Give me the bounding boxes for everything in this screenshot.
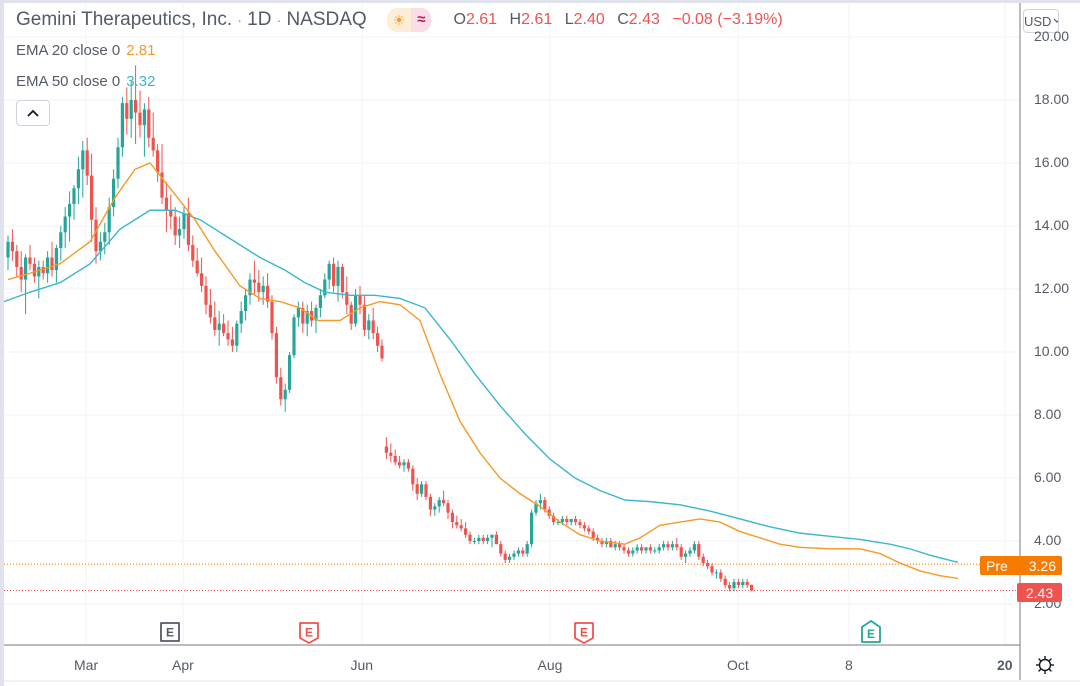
ema20-value: 2.81 [126, 42, 156, 59]
ema20-legend[interactable]: EMA 20 close 0 2.81 [16, 42, 155, 59]
top-border [0, 0, 1080, 3]
time-tick-label: Oct [727, 657, 749, 673]
time-tick-label: 20 [997, 657, 1013, 673]
symbol-legend: Gemini Therapeutics, Inc. · 1D · NASDAQ … [16, 8, 791, 32]
ohlc-values: O2.61 H2.61 L2.40 C2.43 −0.08 (−3.19%) [453, 11, 790, 29]
price-tick-label: 18.00 [1034, 91, 1070, 107]
earnings-icon[interactable]: E [573, 620, 595, 644]
time-tick-label: Apr [172, 657, 194, 673]
time-tick-label: Mar [74, 657, 99, 673]
earnings-icon[interactable]: E [298, 620, 320, 644]
svg-text:E: E [580, 626, 588, 640]
pre-value: 3.26 [1028, 557, 1056, 574]
exchange: NASDAQ [286, 9, 367, 30]
change-value: −0.08 (−3.19%) [672, 11, 783, 28]
chevron-up-icon [27, 109, 39, 117]
price-tick-label: 10.00 [1034, 343, 1070, 359]
interval[interactable]: 1D [247, 9, 272, 30]
currency-label: USD [1024, 13, 1052, 29]
session-badge[interactable]: ☀ ≈ [386, 8, 432, 32]
settings-icon[interactable] [1034, 654, 1056, 676]
left-border [0, 0, 4, 686]
chevron-down-icon [1054, 18, 1058, 23]
high-label: H [509, 11, 522, 28]
symbol-name[interactable]: Gemini Therapeutics, Inc. [16, 9, 233, 30]
close-label: C [617, 11, 629, 28]
svg-text:E: E [305, 626, 313, 640]
earnings-icon[interactable]: E [860, 620, 882, 644]
premarket-price-tag: Pre 3.26 [980, 556, 1062, 575]
ema50-value: 3.32 [126, 73, 156, 90]
currency-button[interactable]: USD [1023, 9, 1059, 33]
separator: · [276, 11, 282, 29]
ema50-legend[interactable]: EMA 50 close 0 3.32 [16, 73, 155, 90]
price-tick-label: 4.00 [1034, 532, 1062, 548]
svg-text:E: E [867, 627, 875, 641]
pre-label: Pre [986, 557, 1008, 574]
high-value: 2.61 [521, 11, 553, 28]
time-tick-label: Jun [350, 657, 374, 673]
price-tick-label: 6.00 [1034, 469, 1062, 485]
earnings-icon[interactable]: E [159, 620, 181, 644]
low-value: 2.40 [573, 11, 605, 28]
low-label: L [564, 11, 574, 28]
ema50-label: EMA 50 close 0 [16, 73, 121, 90]
last-price-tag: 2.43 [1017, 583, 1062, 602]
price-tick-label: 20.00 [1034, 28, 1070, 44]
approx-icon: ≈ [411, 8, 432, 32]
last-price-value: 2.43 [1025, 584, 1054, 601]
collapse-legend-button[interactable] [16, 100, 50, 126]
time-tick-label: Aug [537, 657, 563, 673]
price-tick-label: 12.00 [1034, 280, 1070, 296]
separator: · [237, 11, 243, 29]
ema20-label: EMA 20 close 0 [16, 42, 121, 59]
price-tick-label: 14.00 [1034, 217, 1070, 233]
sun-icon: ☀ [386, 8, 412, 32]
price-tick-label: 16.00 [1034, 154, 1070, 170]
svg-text:E: E [166, 626, 174, 640]
close-value: 2.43 [628, 11, 660, 28]
time-tick-label: 8 [845, 657, 853, 673]
open-value: 2.61 [465, 11, 498, 28]
price-tick-label: 8.00 [1034, 406, 1062, 422]
open-label: O [453, 11, 466, 28]
